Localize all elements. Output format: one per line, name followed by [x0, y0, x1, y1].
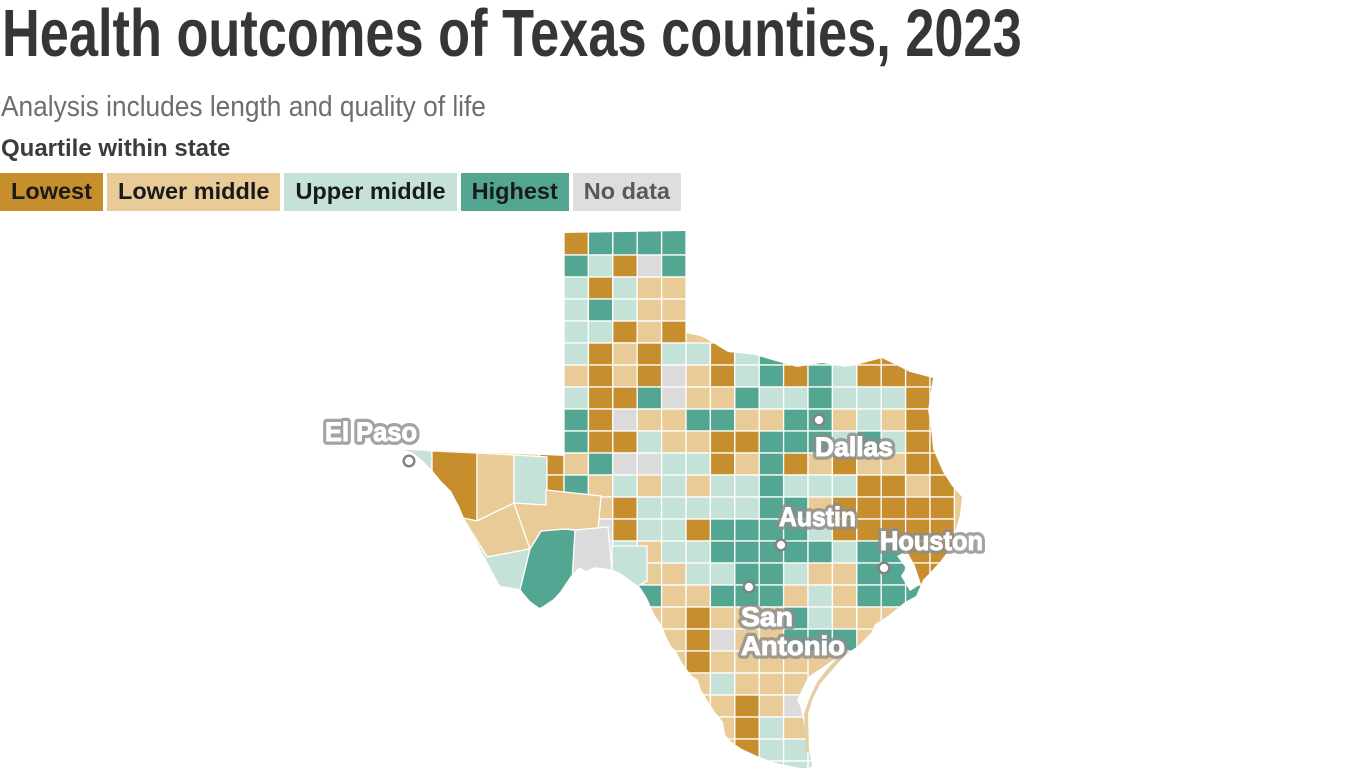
svg-text:Austin: Austin: [779, 502, 856, 532]
svg-text:Antonio: Antonio: [741, 631, 845, 661]
svg-text:San: San: [741, 602, 793, 632]
svg-text:El Paso: El Paso: [325, 417, 417, 447]
svg-text:Dallas: Dallas: [815, 432, 893, 462]
svg-text:Antonio: Antonio: [741, 631, 845, 661]
svg-text:Dallas: Dallas: [815, 432, 893, 462]
svg-text:El Paso: El Paso: [325, 417, 417, 447]
svg-text:Houston: Houston: [880, 526, 983, 556]
svg-text:Houston: Houston: [880, 526, 983, 556]
svg-text:Austin: Austin: [779, 502, 856, 532]
svg-text:San: San: [741, 602, 793, 632]
